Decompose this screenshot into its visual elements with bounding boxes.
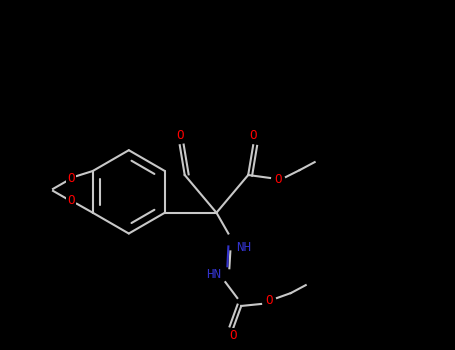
Text: HN: HN: [207, 268, 222, 281]
Text: O: O: [176, 129, 183, 142]
Text: NH: NH: [236, 241, 251, 254]
Text: O: O: [265, 294, 273, 308]
Text: O: O: [274, 174, 282, 187]
Text: O: O: [67, 194, 75, 207]
Text: O: O: [67, 173, 75, 186]
Text: O: O: [230, 329, 237, 342]
Text: O: O: [249, 129, 257, 142]
